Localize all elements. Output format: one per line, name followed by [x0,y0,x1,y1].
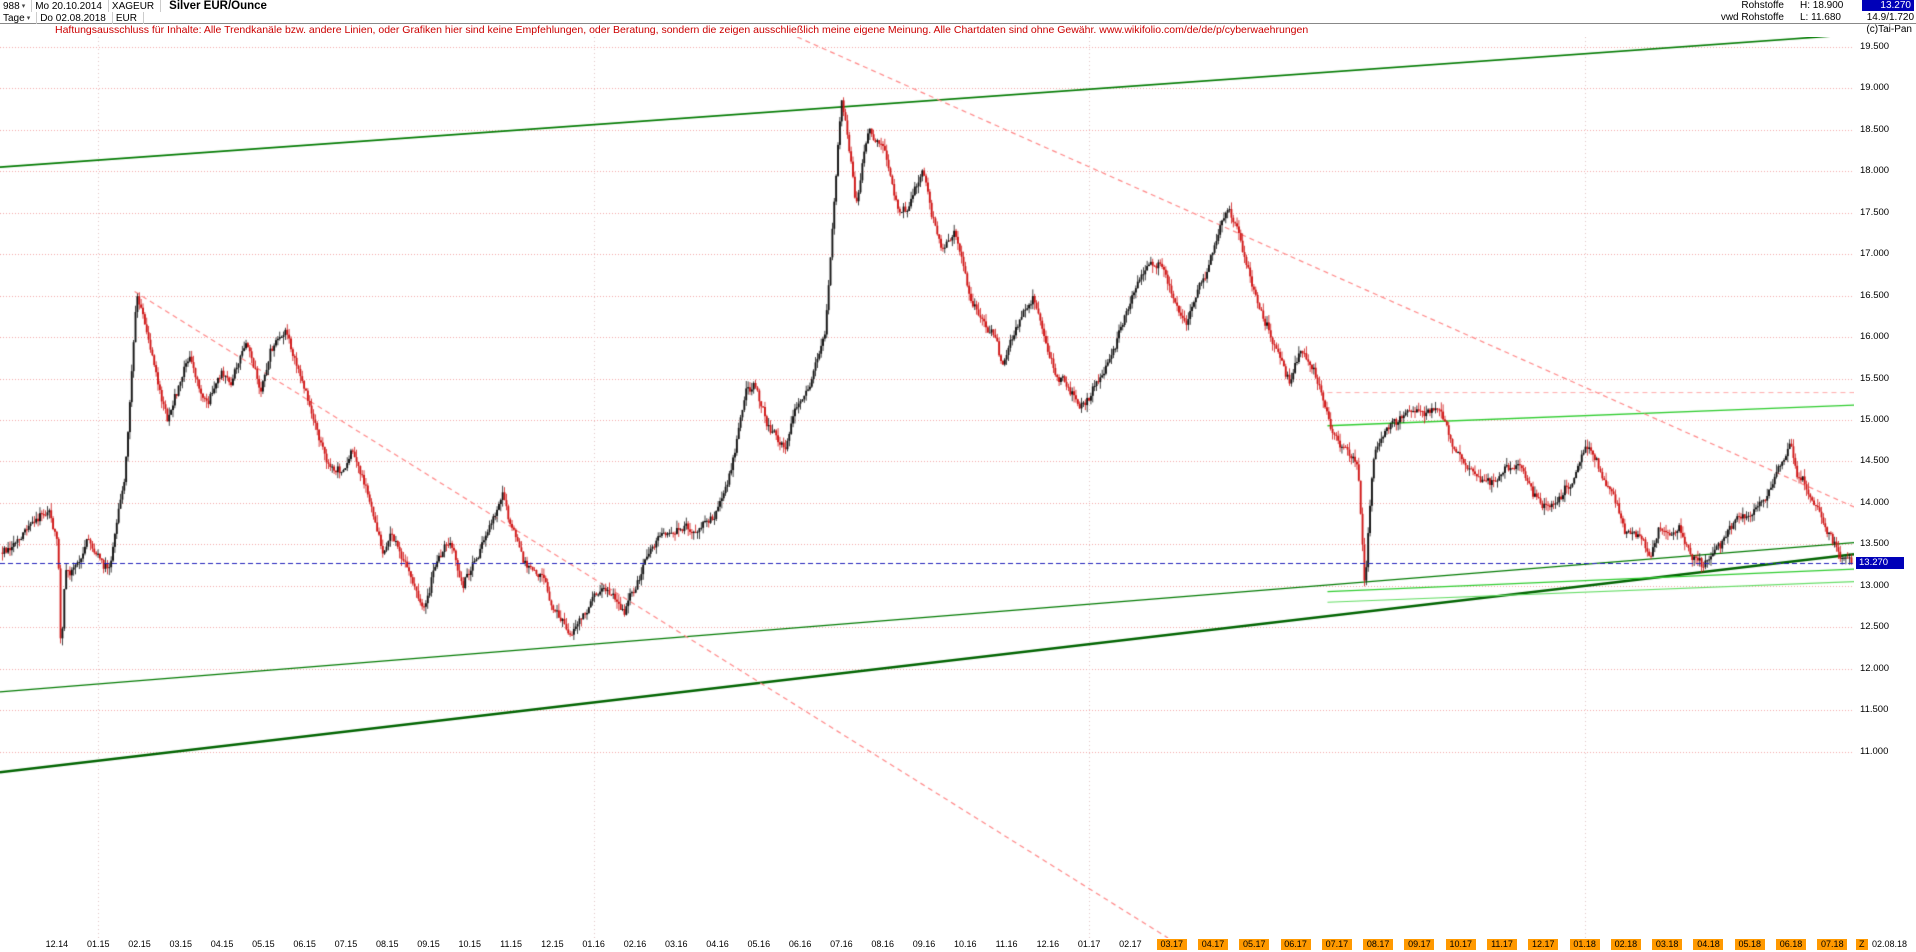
x-axis-label: 06.18 [1776,939,1807,950]
x-axis-label: 12.17 [1528,939,1559,950]
x-axis-label: 05.17 [1239,939,1270,950]
timeframe-dropdown[interactable]: Tage ▾ [0,12,38,24]
x-axis-label: 09.17 [1404,939,1435,950]
x-axis-label: 12.14 [45,939,69,949]
y-axis-label: 14.500 [1860,455,1890,467]
header-left: 988 ▾ Mo 20.10.2014 XAGEUR Silver EUR/Ou… [0,0,267,24]
feed-label: vwd Rohstoffe [1720,11,1784,23]
x-axis-label: 06.16 [788,939,812,949]
header-row-2: Tage ▾ Do 02.08.2018 EUR [0,12,267,24]
y-axis-label: 12.000 [1860,662,1890,674]
y-axis-label: 17.500 [1860,206,1890,218]
x-axis-label: 03.17 [1156,939,1187,950]
x-axis-label: 07.15 [334,939,358,949]
y-axis-label: 12.500 [1860,621,1890,633]
copyright-label: (c)Tai-Pan [1866,24,1912,35]
x-axis-label: 02.16 [623,939,647,949]
x-axis: 12.14 01.15 02.15 03.15 04.15 05.15 06.15 07.15… [0,938,1916,952]
x-axis-label: 12.16 [1036,939,1060,949]
y-axis-label: 14.000 [1860,496,1890,508]
x-axis-label: 11.16 [995,939,1018,949]
subheader-bar: Haftungsausschluss für Inhalte: Alle Tre… [0,24,1916,37]
chart-title: Silver EUR/Ounce [169,0,267,12]
x-axis-label: 02.17 [1119,939,1142,949]
x-axis-label: 09.16 [912,939,936,949]
x-axis-label: 02.15 [128,939,151,949]
symbol-label: XAGEUR [109,0,162,12]
y-axis-label: 13.000 [1860,579,1890,591]
x-axis-label: 10.15 [458,939,482,949]
x-axis-label: 02.18 [1610,939,1641,950]
header-row-1: 988 ▾ Mo 20.10.2014 XAGEUR Silver EUR/Ou… [0,0,267,12]
quote-row-1: Rohstoffe H: 18.900 13.270 [1684,0,1914,12]
x-axis-label: 04.15 [210,939,234,949]
start-date-label: Mo 20.10.2014 [32,0,109,12]
x-axis-label: 01.17 [1077,939,1101,949]
x-axis-label: 09.15 [417,939,440,949]
x-axis-label: 01.16 [582,939,605,949]
y-axis-label: 15.500 [1860,372,1890,384]
last-price-top-value: 13.270 [1862,0,1914,12]
x-axis-label: 07.18 [1817,939,1848,950]
y-axis-label: 18.500 [1860,123,1890,135]
y-axis-label: 11.000 [1860,745,1889,757]
chevron-down-icon: ▾ [21,3,26,10]
zoom-z-button[interactable]: Z [1856,939,1868,950]
timeframe-value: Tage [3,12,25,24]
last-date-label: 02.08.18 [1872,939,1908,949]
x-axis-label: 11.15 [500,939,522,949]
x-axis-label: 10.17 [1445,939,1476,950]
y-axis-label: 19.000 [1860,82,1890,94]
x-axis-label: 05.18 [1734,939,1765,950]
x-axis-label: 07.17 [1321,939,1352,950]
x-axis-labels: 12.14 01.15 02.15 03.15 04.15 05.15 06.15 07.15… [0,938,1854,952]
x-axis-label: 11.17 [1487,939,1518,950]
end-date-label: Do 02.08.2018 [37,12,113,24]
x-axis-label: 10.16 [954,939,977,949]
period-high-value: H: 18.900 [1800,0,1844,12]
y-axis-label: 15.000 [1860,413,1890,425]
x-axis-label: 07.16 [830,939,853,949]
y-axis-label: 18.000 [1860,165,1890,177]
currency-label: EUR [113,12,144,24]
chart-area: 19.500 19.000 18.500 18.000 17.500 17.000 16.5… [0,37,1916,938]
y-axis-label: 13.500 [1860,538,1890,550]
chevron-down-icon: ▾ [26,15,31,22]
x-axis-label: 06.15 [293,939,316,949]
x-axis-label: 08.16 [871,939,894,949]
header-bar: 988 ▾ Mo 20.10.2014 XAGEUR Silver EUR/Ou… [0,0,1916,24]
x-axis-label: 04.16 [706,939,729,949]
bar-count-value: 988 [3,0,20,12]
x-axis-label: 08.15 [375,939,399,949]
x-axis-label: 01.15 [86,939,110,949]
y-axis-label: 16.500 [1860,289,1890,301]
disclaimer-text: Haftungsausschluss für Inhalte: Alle Tre… [55,24,1309,36]
category-label: Rohstoffe [1741,0,1784,12]
x-axis-label: 12.15 [541,939,564,949]
x-axis-label: 08.17 [1363,939,1394,950]
x-axis-label: 01.18 [1569,939,1600,950]
x-axis-label: 04.17 [1197,939,1228,950]
x-axis-label: 03.16 [664,939,688,949]
quote-row-2: vwd Rohstoffe L: 11.680 14.9/1.720 [1684,12,1914,24]
last-price-tag: 13.270 [1856,557,1904,570]
y-axis-label: 16.000 [1860,331,1890,343]
x-axis-label: 04.18 [1693,939,1724,950]
volume-value: 14.9/1.720 [1866,11,1914,23]
x-axis-label: 06.17 [1280,939,1311,950]
x-axis-label: 05.15 [252,939,275,949]
y-axis-label: 11.500 [1860,704,1889,716]
y-axis-label: 17.000 [1860,248,1890,260]
header-right: Rohstoffe H: 18.900 13.270 vwd Rohstoffe… [1684,0,1916,23]
x-axis-label: 03.18 [1652,939,1683,950]
x-axis-label: 05.16 [747,939,771,949]
bar-count-dropdown[interactable]: 988 ▾ [0,0,33,12]
period-low-value: L: 11.680 [1800,11,1841,23]
y-axis: 19.500 19.000 18.500 18.000 17.500 17.000 16.5… [1854,37,1916,938]
y-axis-label: 19.500 [1860,40,1890,52]
price-chart-canvas[interactable] [0,37,1854,938]
x-axis-label: 03.15 [169,939,193,949]
